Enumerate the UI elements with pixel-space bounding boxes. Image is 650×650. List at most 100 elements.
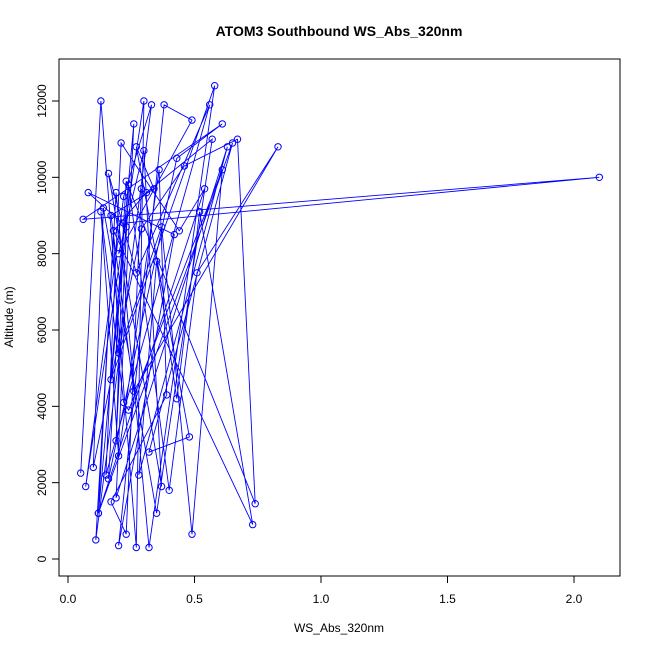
data-point [125,181,133,189]
data-point [223,143,232,151]
data-point [152,257,161,265]
y-tick-label: 2000 [35,469,49,496]
data-point [114,452,123,460]
data-point [173,395,181,403]
data-point [104,475,113,483]
data-point [112,188,120,197]
data-point [188,116,196,124]
data-point [160,101,168,109]
data-point [140,97,148,105]
data-point [135,471,143,479]
data-point [92,536,100,544]
x-tick-label: 1.0 [313,592,330,606]
data-point [157,223,166,231]
data-series [77,82,603,552]
data-point [165,486,173,494]
data-point [89,463,98,472]
data-point [107,211,115,220]
data-point [114,349,123,357]
data-point [84,188,92,197]
data-point [185,433,194,441]
x-tick-label: 0.5 [186,592,203,606]
data-point [195,208,204,216]
data-point [77,469,85,477]
y-tick-label: 6000 [35,316,49,343]
x-tick-label: 0.0 [60,592,77,606]
data-point [94,509,103,517]
data-point [180,162,189,170]
x-axis: 0.0 0.5 1.0 1.5 2.0 [60,575,583,606]
data-point [249,520,257,529]
data-point [233,135,242,143]
data-point [125,406,133,414]
data-point [228,139,237,147]
data-point [200,185,209,193]
data-point [211,82,219,90]
data-point [193,269,201,277]
data-point [120,192,128,201]
series-line [80,85,600,548]
data-point [104,169,113,178]
data-point [173,154,181,163]
data-point [99,204,108,212]
data-point [170,230,179,239]
data-point [82,482,90,491]
data-point [175,227,184,235]
data-point [107,498,115,506]
data-point [140,146,148,155]
data-point [145,543,153,552]
data-point [112,494,120,502]
data-point [130,120,138,128]
data-point [208,135,216,143]
data-point [114,250,123,258]
y-tick-label: 10000 [35,160,49,194]
data-point [122,223,130,231]
data-point [79,215,87,224]
data-point [102,471,110,479]
data-point [132,143,141,151]
y-tick-label: 0 [35,555,49,562]
data-point [274,143,282,151]
data-point [206,101,214,109]
data-point [251,500,259,508]
y-tick-label: 4000 [35,393,49,420]
data-point [150,185,158,193]
data-point [120,219,128,227]
data-point [595,173,603,182]
data-point [145,448,153,456]
y-tick-label: 12000 [35,84,49,118]
data-point [122,177,130,185]
data-point [218,166,227,174]
chart-title: ATOM3 Southbound WS_Abs_320nm [216,23,463,39]
data-point [155,166,163,174]
data-point [188,530,196,538]
x-tick-label: 1.5 [439,592,456,606]
data-point [163,391,171,399]
data-point [137,185,146,193]
data-point [218,120,227,128]
data-point [157,482,166,491]
y-axis-label: Altitude (m) [2,286,16,347]
data-point [120,398,128,407]
data-point [142,188,151,197]
data-point [130,387,138,395]
data-point [137,225,146,233]
data-point [97,208,105,216]
data-point [152,509,161,517]
data-point [132,543,141,552]
y-axis: 0 2000 4000 6000 8000 10000 12000 [35,84,60,562]
data-point [117,139,125,147]
x-tick-label: 2.0 [566,592,583,606]
data-point [97,97,105,105]
data-point [132,269,141,277]
data-point [114,541,123,550]
data-point [109,227,118,235]
data-point [112,437,120,445]
y-tick-label: 8000 [35,240,49,267]
data-point [122,530,130,538]
data-point [147,101,156,109]
data-point [107,375,115,384]
x-axis-label: WS_Abs_320nm [294,621,384,635]
